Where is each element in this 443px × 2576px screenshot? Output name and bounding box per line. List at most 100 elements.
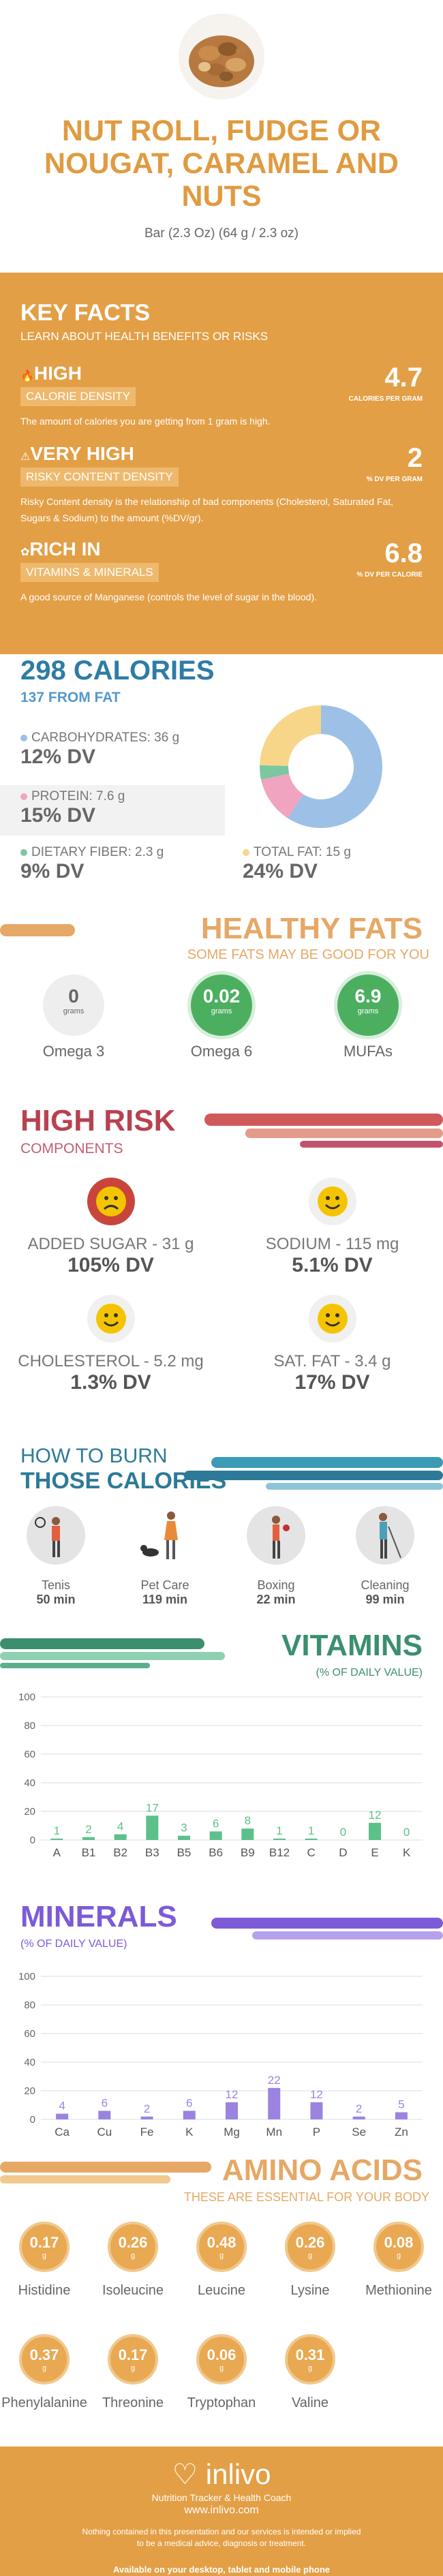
minerals-section: MINERALS (% OF DAILY VALUE) 0 20 40 60 80 100…: [0, 1888, 443, 2174]
amino-name: Tryptophan: [187, 2395, 256, 2410]
fat-dot-icon: [243, 848, 249, 856]
bar-B3: [146, 1815, 159, 1840]
amino-value-badge: 0.26 g: [108, 2222, 158, 2272]
amino-value: 0.37: [29, 2346, 59, 2363]
bar-B6: [209, 1831, 222, 1840]
amino-value: 0.08: [384, 2234, 414, 2251]
bar-C: [305, 1838, 318, 1840]
activity-boxing: Boxing 22 min: [228, 1506, 324, 1607]
fact-description: Risky Content density is the relationshi…: [20, 496, 394, 523]
amino-unit: g: [42, 2364, 47, 2372]
bar-value-label: 1: [276, 1824, 282, 1837]
dog-walker-icon: [136, 1506, 194, 1565]
fact-description: A good source of Manganese (controls the…: [20, 592, 318, 602]
activity-pet-care: Pet Care 119 min: [117, 1506, 213, 1607]
bar-value-label: 6: [213, 1817, 219, 1830]
macros-donut-chart: [260, 705, 382, 828]
fact-value: 6.8: [384, 538, 423, 568]
vitamins-subheading: (% OF DAILY VALUE): [316, 1667, 423, 1678]
bar-A: [50, 1838, 63, 1840]
vitamins-section: VITAMINS (% OF DAILY VALUE) 0 20 40 60 80 100…: [0, 1629, 443, 1874]
macro-fat: TOTAL FAT: 15 g 24% DV: [243, 845, 351, 883]
bar-Fe: [140, 2116, 153, 2119]
minerals-subheading: (% OF DAILY VALUE): [20, 1938, 127, 1950]
amino-name: Lysine: [290, 2283, 330, 2298]
bar-value-label: 1: [54, 1824, 60, 1837]
burn-heading-line1: HOW TO BURN: [20, 1445, 168, 1467]
calories-from-fat: 137 FROM FAT: [20, 690, 121, 705]
availability-note: Available on your desktop, tablet and mo…: [112, 2564, 331, 2575]
bar-value-label: 2: [144, 2102, 150, 2115]
burn-calories-section: HOW TO BURN THOSE CALORIES Tenis 50 min …: [0, 1445, 443, 1636]
amino-name: Isoleucine: [102, 2283, 164, 2298]
bar-Ca: [56, 2113, 69, 2119]
amino-lysine: 0.26 g Lysine: [266, 2222, 354, 2299]
nuts-image: [179, 14, 264, 99]
bar-B12: [273, 1838, 286, 1840]
amino-threonine: 0.17 g Threonine: [89, 2334, 177, 2411]
amino-unit: g: [219, 2364, 224, 2372]
header-section: NUT ROLL, FUDGE OR NOUGAT, CARAMEL AND N…: [0, 0, 443, 273]
fact-value: 4.7: [384, 363, 423, 393]
amino-value: 0.17: [29, 2234, 59, 2251]
brand-logo[interactable]: ♡ inlivo: [172, 2458, 271, 2490]
bar-value-label: 4: [59, 2100, 65, 2113]
brand-url[interactable]: www.inlivo.com: [184, 2504, 259, 2516]
amino-value-badge: 0.31 g: [285, 2334, 335, 2385]
x-tick-label: Cu: [97, 2126, 112, 2138]
high-risk-section: HIGH RISK COMPONENTS ADDED SUGAR - 31 g …: [0, 1090, 443, 1445]
sad-face-icon: [87, 1178, 135, 1225]
risk-cholesterol: CHOLESTEROL - 5.2 mg 1.3% DV: [0, 1295, 222, 1394]
x-tick-label: B9: [241, 1846, 255, 1859]
high-risk-heading: HIGH RISK: [20, 1104, 176, 1137]
x-tick-label: Mn: [266, 2126, 282, 2138]
amino-unit: g: [42, 2252, 47, 2260]
donut-slice-carbohydrates: [288, 705, 382, 828]
amino-unit: g: [130, 2364, 136, 2372]
x-tick-label: P: [313, 2126, 320, 2138]
macro-fiber: DIETARY FIBER: 2.3 g 9% DV: [20, 845, 164, 883]
y-tick-label: 80: [24, 1999, 35, 2011]
y-tick-label: 40: [24, 1777, 35, 1789]
amino-histidine: 0.17 g Histidine: [0, 2222, 89, 2299]
fact-risky-density: ⚠VERY HIGH RISKY CONTENT DENSITY 2 % DV …: [20, 443, 423, 526]
amino-heading: AMINO ACIDS: [222, 2153, 423, 2187]
bar-value-label: 0: [340, 1826, 346, 1839]
leaf-icon: ✿: [20, 547, 30, 558]
bar-value-label: 12: [226, 2088, 239, 2101]
amino-tryptophan: 0.06 g Tryptophan: [177, 2334, 266, 2411]
healthy-fats-section: HEALTHY FATS SOME FATS MAY BE GOOD FOR Y…: [0, 906, 443, 1090]
serving-size: Bar (2.3 Oz) (64 g / 2.3 oz): [144, 226, 299, 241]
amino-unit: g: [130, 2252, 136, 2260]
happy-face-icon: [87, 1295, 135, 1343]
vitamins-bar-chart: 0 20 40 60 80 100 1 A 2 B1 4 B2 17 B3 3 B5 6 B6 8 B9 1 B12 1 C 0…: [18, 1691, 423, 1859]
fat-omega6: 0.02 grams Omega 6: [181, 975, 262, 1087]
amino-name: Phenylalanine: [1, 2395, 87, 2410]
amino-name: Valine: [291, 2395, 329, 2410]
bar-value-label: 3: [181, 1822, 187, 1835]
bar-value-label: 2: [356, 2102, 362, 2115]
calories-heading: 298 CALORIES: [20, 656, 215, 686]
activity-cleaning: Cleaning 99 min: [337, 1506, 433, 1607]
footer: ♡ inlivo Nutrition Tracker & Health Coac…: [0, 2447, 443, 2576]
fact-value: 2: [407, 443, 423, 473]
heart-icon: ♡: [172, 2458, 198, 2490]
amino-value-badge: 0.26 g: [285, 2222, 335, 2272]
y-tick-label: 0: [30, 2114, 35, 2126]
donut-slice-total-fat: [260, 705, 321, 766]
x-tick-label: Mg: [224, 2126, 240, 2138]
decor-stripes: [184, 1457, 443, 1490]
fact-calorie-density: 🔥HIGH CALORIE DENSITY 4.7 CALORIES PER G…: [20, 363, 423, 429]
page-title: NUT ROLL, FUDGE OR NOUGAT, CARAMEL AND N…: [44, 114, 399, 213]
y-tick-label: 60: [24, 1749, 35, 1760]
minerals-heading: MINERALS: [20, 1900, 177, 1933]
amino-value-badge: 0.08 g: [373, 2222, 424, 2272]
carbs-dot-icon: [20, 734, 27, 741]
amino-leucine: 0.48 g Leucine: [177, 2222, 266, 2299]
fact-sublabel: RISKY CONTENT DENSITY: [20, 467, 179, 487]
fact-label: VERY HIGH: [30, 443, 134, 464]
fact-sublabel: VITAMINS & MINERALS: [20, 563, 159, 582]
amino-name: Leucine: [197, 2283, 246, 2298]
amino-isoleucine: 0.26 g Isoleucine: [89, 2222, 177, 2299]
fact-sublabel: CALORIE DENSITY: [20, 387, 136, 406]
